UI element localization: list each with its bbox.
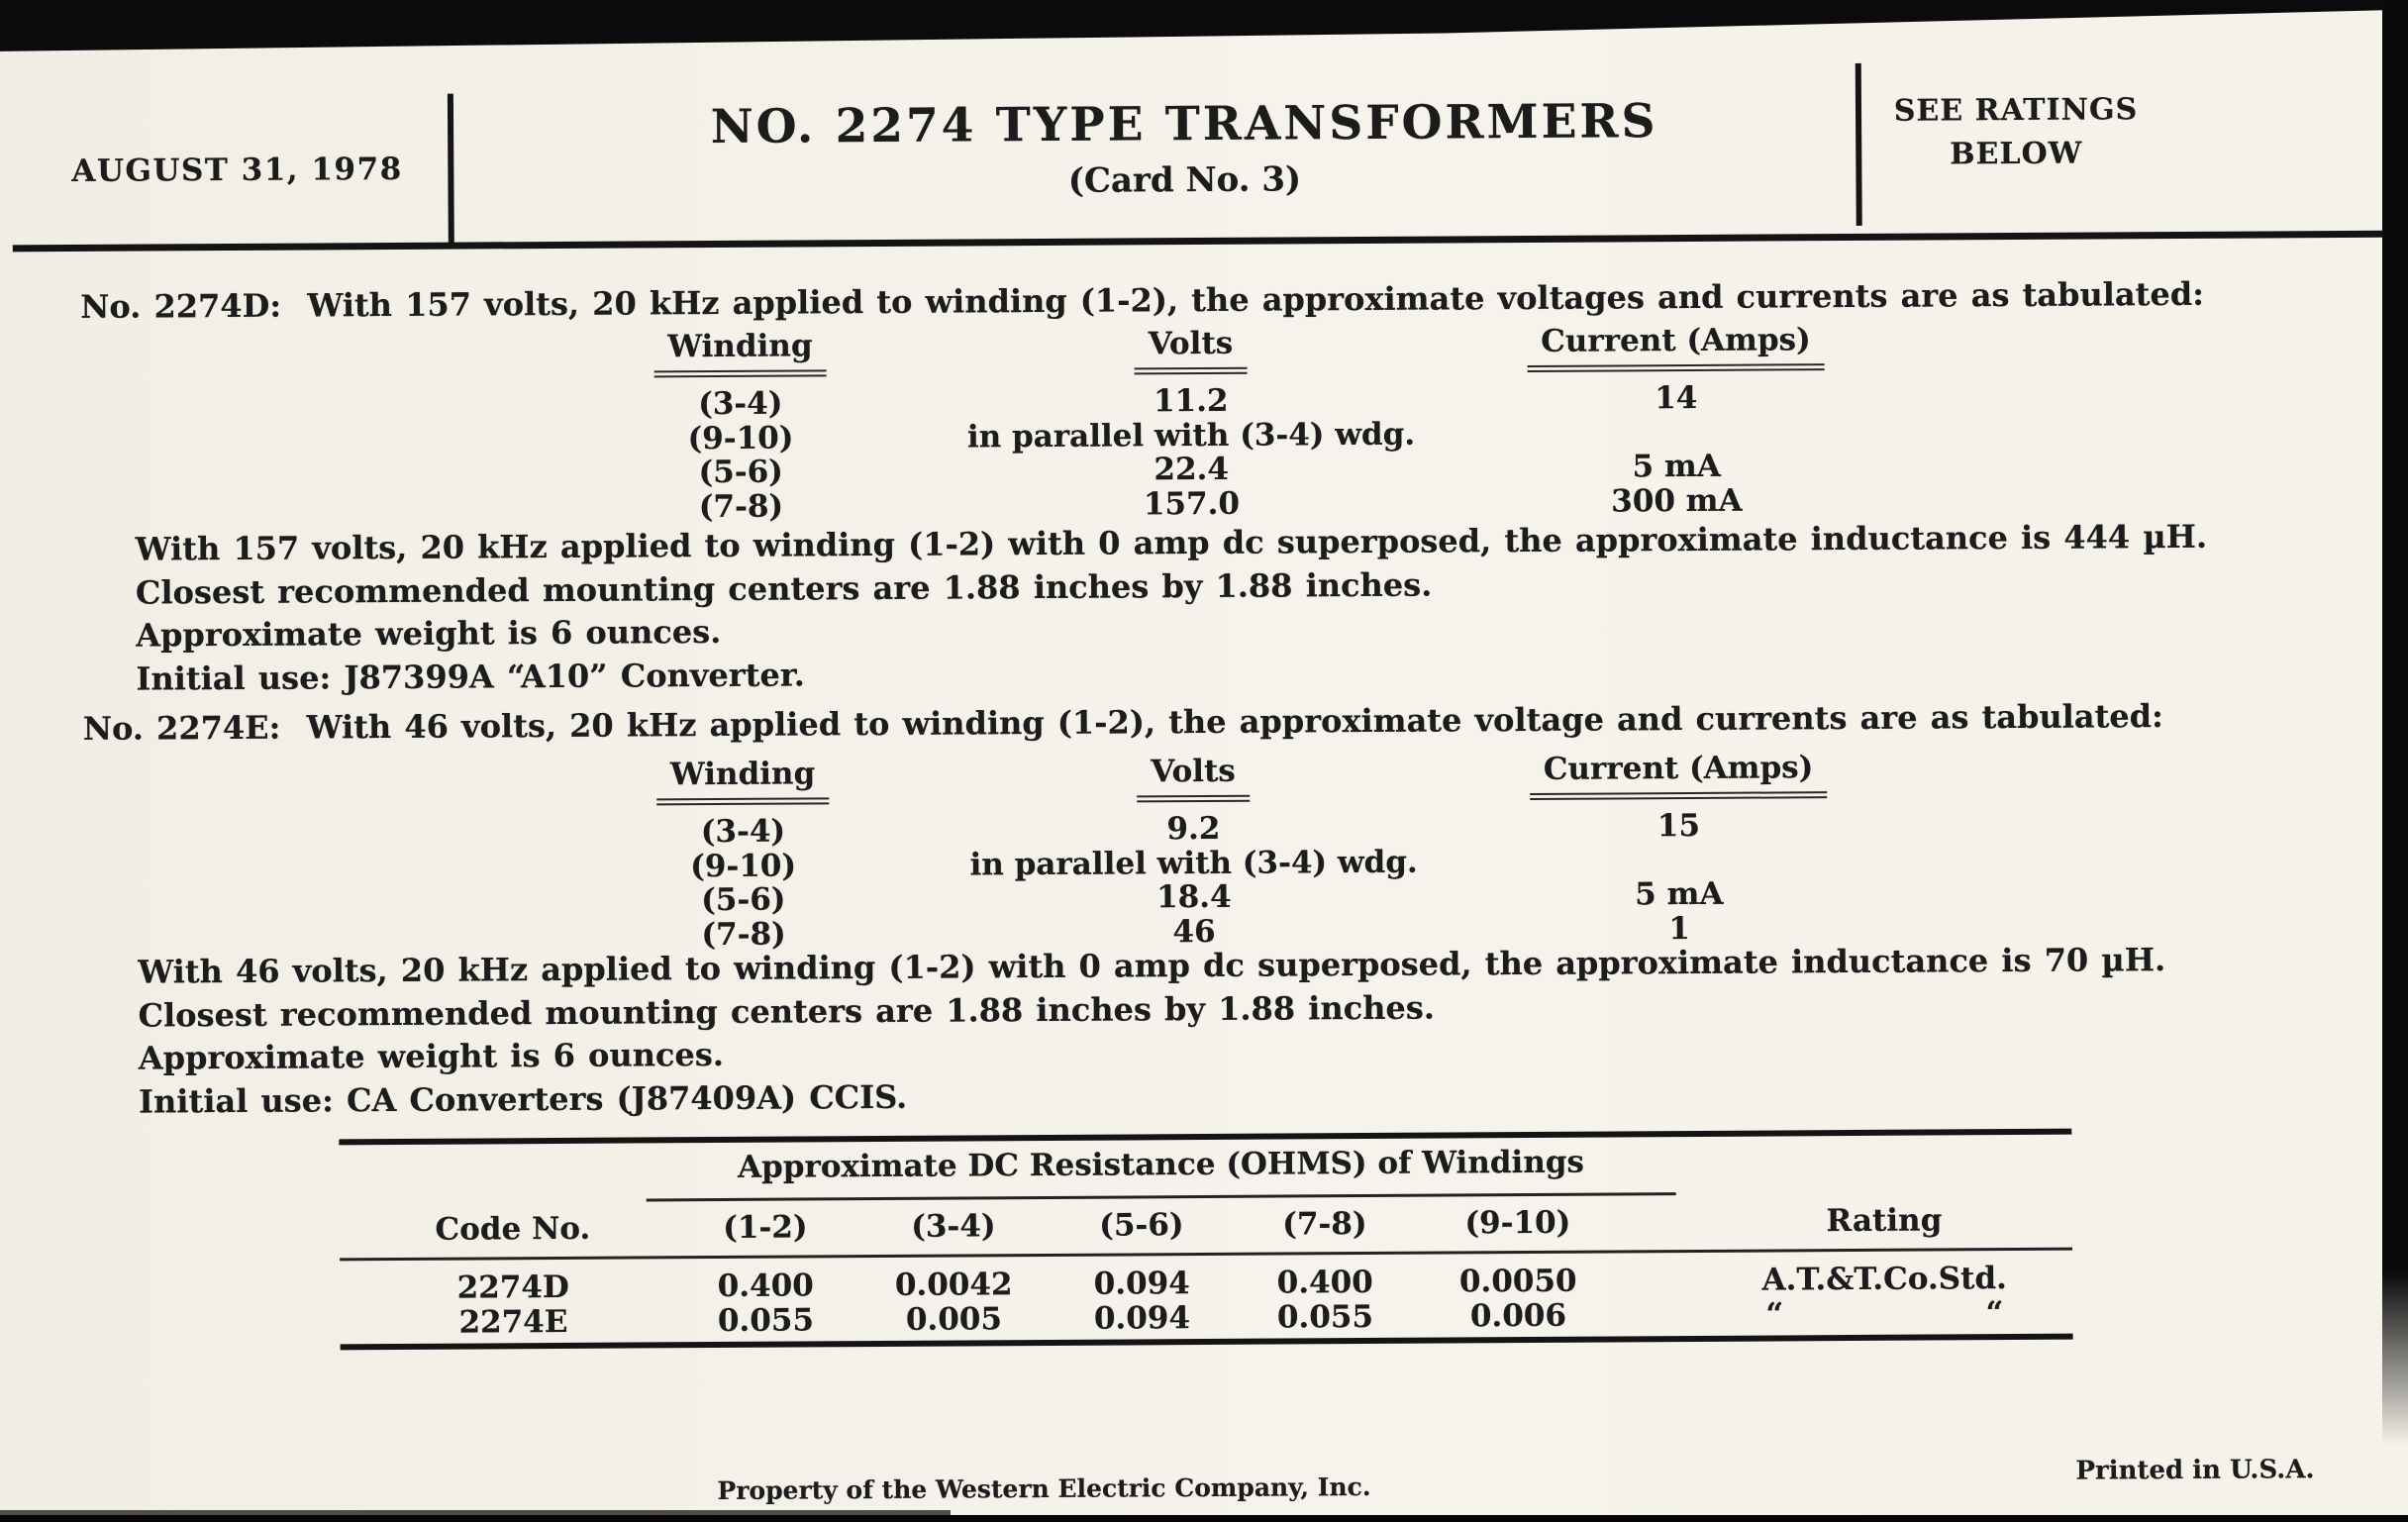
table-cell: 0.400 bbox=[1276, 1264, 1373, 1301]
winding-table-2274e: Winding Volts Current (Amps) (3-4) 9.2 15 (9-1… bbox=[545, 749, 1912, 953]
column-header: Code No. bbox=[435, 1210, 591, 1248]
ditto-mark: “ bbox=[1985, 1295, 2004, 1332]
table-cell: 9.2 bbox=[1166, 810, 1221, 848]
section-2274e-notes: With 46 volts, 20 kHz applied to winding… bbox=[138, 939, 2166, 1124]
table-cell: 5 mA bbox=[1632, 448, 1721, 485]
table-cell: 0.0050 bbox=[1458, 1263, 1577, 1300]
ratings-note-line2: BELOW bbox=[1950, 136, 2083, 172]
table-cell: ““ bbox=[1706, 1295, 2062, 1333]
column-header-label: Volts bbox=[1137, 752, 1250, 803]
table-cell: (9-10) bbox=[687, 420, 794, 457]
column-header: (7-8) bbox=[1282, 1206, 1367, 1243]
table-cell: (5-6) bbox=[698, 454, 784, 491]
column-header: Volts bbox=[941, 752, 1446, 804]
column-header: Current (Amps) bbox=[1446, 749, 1911, 801]
column-header: (1-2) bbox=[723, 1209, 808, 1246]
section-2274d-notes: With 157 volts, 20 kHz applied to windin… bbox=[136, 516, 2208, 701]
column-header: (5-6) bbox=[1099, 1207, 1184, 1244]
table-cell: (3-4) bbox=[698, 385, 783, 423]
table-cell: in parallel with (3-4) wdg. bbox=[966, 416, 1416, 455]
column-header-label: Winding bbox=[653, 327, 827, 378]
table-cell: 0.0042 bbox=[894, 1267, 1013, 1303]
ratings-note-line1: SEE RATINGS bbox=[1893, 92, 2139, 129]
table-cell: A.T.&T.Co.Std. bbox=[1761, 1261, 2008, 1298]
table-cell: 15 bbox=[1656, 807, 1701, 845]
table-cell: 300 mA bbox=[1611, 482, 1743, 519]
table-cell: 0.094 bbox=[1093, 1300, 1191, 1337]
table-header-row: Winding Volts Current (Amps) bbox=[542, 321, 1908, 378]
table-cell: 2274D bbox=[456, 1268, 569, 1306]
column-header: Current (Amps) bbox=[1443, 321, 1908, 373]
column-header-label: Current (Amps) bbox=[1529, 749, 1828, 800]
table-cell: 0.094 bbox=[1093, 1266, 1190, 1302]
header-rule bbox=[12, 230, 2383, 253]
resistance-table-title: Approximate DC Resistance (OHMS) of Wind… bbox=[646, 1144, 1676, 1202]
table-cell bbox=[1447, 842, 1912, 878]
column-header: (3-4) bbox=[911, 1208, 996, 1245]
column-header: (9-10) bbox=[1464, 1204, 1571, 1242]
scan-artifact-bottom-edge bbox=[0, 1510, 951, 1515]
card-number: (Card No. 3) bbox=[1067, 159, 1302, 201]
table-header-row: Winding Volts Current (Amps) bbox=[545, 749, 1911, 806]
table-cell: 0.055 bbox=[1276, 1298, 1374, 1336]
ditto-mark: “ bbox=[1765, 1296, 1784, 1333]
scan-artifact-right-edge bbox=[2382, 0, 2408, 1446]
page-title: NO. 2274 TYPE TRANSFORMERS bbox=[710, 94, 1658, 155]
resistance-table-header-row: Code No. (1-2) (3-4) (5-6) (7-8) (9-10) Rating bbox=[340, 1202, 2072, 1251]
table-cell: 0.005 bbox=[905, 1301, 1003, 1338]
column-header-label: Volts bbox=[1134, 324, 1248, 375]
section-2274e-intro: No. 2274E: With 46 volts, 20 kHz applied… bbox=[82, 697, 2164, 748]
resistance-table: Approximate DC Resistance (OHMS) of Wind… bbox=[339, 1128, 2073, 1358]
footer-property-note: Property of the Western Electric Company… bbox=[717, 1471, 1371, 1506]
table-cell: 0.400 bbox=[717, 1268, 814, 1305]
header-divider-left bbox=[447, 93, 454, 245]
table-cell: in parallel with (3-4) wdg. bbox=[969, 844, 1418, 882]
column-header: Winding bbox=[545, 755, 941, 806]
column-header-label: Winding bbox=[655, 755, 830, 806]
table-cell bbox=[1444, 414, 1909, 451]
document-date: AUGUST 31, 1978 bbox=[71, 151, 403, 189]
table-cell: 5 mA bbox=[1635, 875, 1724, 913]
table-cell: 11.2 bbox=[1153, 382, 1229, 420]
table-cell: 22.4 bbox=[1154, 451, 1230, 488]
column-header: Rating bbox=[1826, 1202, 1943, 1240]
column-header: Volts bbox=[938, 324, 1443, 376]
table-cell: 2274E bbox=[458, 1303, 568, 1341]
table-cell: 18.4 bbox=[1155, 878, 1232, 916]
table-cell: (3-4) bbox=[700, 813, 786, 851]
column-header-label: Current (Amps) bbox=[1527, 321, 1825, 372]
table-body: (3-4) 11.2 14 (9-10) in parallel with (3-4) … bbox=[543, 380, 1910, 525]
table-cell: 0.006 bbox=[1469, 1297, 1567, 1335]
table-cell: 0.055 bbox=[717, 1302, 815, 1340]
table-cell: 14 bbox=[1655, 379, 1698, 417]
table-cell: (9-10) bbox=[690, 848, 797, 884]
header-divider-right bbox=[1855, 62, 1862, 226]
section-2274d-intro: No. 2274D: With 157 volts, 20 kHz applie… bbox=[80, 274, 2205, 326]
table-body: (3-4) 9.2 15 (9-10) in parallel with (3-4) w… bbox=[545, 808, 1912, 953]
column-header: Winding bbox=[542, 327, 938, 378]
resistance-table-top-rule bbox=[339, 1128, 2072, 1146]
winding-table-2274d: Winding Volts Current (Amps) (3-4) 11.2 14 (9-… bbox=[542, 321, 1909, 525]
table-cell: (5-6) bbox=[701, 881, 786, 919]
resistance-table-header-rule bbox=[340, 1247, 2073, 1262]
footer-printed-note: Printed in U.S.A. bbox=[2075, 1455, 2315, 1486]
table-cell: 157.0 bbox=[1143, 485, 1241, 522]
table-cell: (7-8) bbox=[698, 488, 784, 525]
ratings-note: SEE RATINGS BELOW bbox=[1867, 88, 2165, 177]
